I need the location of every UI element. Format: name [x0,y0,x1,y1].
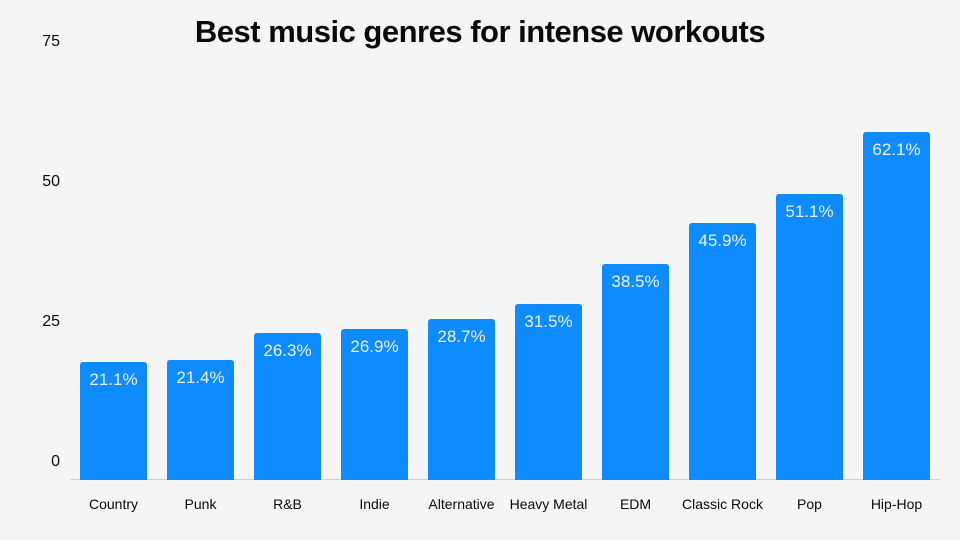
bar-value-label: 38.5% [611,272,659,292]
plot-area: 21.1% 21.4% 26.3% 26.9% 28.7% 31.5% 38.5% 45.9%… [70,60,940,480]
bar-value-label: 51.1% [785,202,833,222]
bar-slot: 31.5% [505,60,592,480]
x-axis-label: Classic Rock [679,496,766,512]
y-axis-tick: 0 [20,453,60,471]
bar-chart: Best music genres for intense workouts 2… [0,0,960,540]
bar-value-label: 26.9% [350,337,398,357]
y-axis-tick: 75 [20,33,60,51]
bar-slot: 21.1% [70,60,157,480]
bar-slot: 38.5% [592,60,679,480]
x-axis-label: Hip-Hop [853,496,940,512]
bar: 45.9% [689,223,757,480]
bar: 31.5% [515,304,583,480]
bar: 28.7% [428,319,496,480]
bar-slot: 26.3% [244,60,331,480]
x-axis-label: Alternative [418,496,505,512]
bar-value-label: 26.3% [263,341,311,361]
x-axis-label: Pop [766,496,853,512]
x-axis-labels: CountryPunkR&BIndieAlternativeHeavy Meta… [70,496,940,512]
x-axis-label: Indie [331,496,418,512]
y-axis-tick: 50 [20,173,60,191]
bar-value-label: 21.1% [89,370,137,390]
bar-value-label: 31.5% [524,312,572,332]
bar: 38.5% [602,264,670,480]
bar-slot: 28.7% [418,60,505,480]
bars-container: 21.1% 21.4% 26.3% 26.9% 28.7% 31.5% 38.5% 45.9%… [70,60,940,480]
bar-value-label: 21.4% [176,368,224,388]
bar-slot: 21.4% [157,60,244,480]
bar: 26.3% [254,333,322,480]
bar: 26.9% [341,329,409,480]
x-axis-label: EDM [592,496,679,512]
bar-slot: 51.1% [766,60,853,480]
x-axis-label: Heavy Metal [505,496,592,512]
x-axis-label: Punk [157,496,244,512]
y-axis-tick: 25 [20,313,60,331]
bar: 51.1% [776,194,844,480]
chart-title: Best music genres for intense workouts [0,14,960,50]
bar-value-label: 62.1% [872,140,920,160]
bar-slot: 62.1% [853,60,940,480]
bar: 21.1% [80,362,148,480]
bar-slot: 45.9% [679,60,766,480]
bar-value-label: 28.7% [437,327,485,347]
bar: 62.1% [863,132,931,480]
bar: 21.4% [167,360,235,480]
bar-value-label: 45.9% [698,231,746,251]
x-axis-label: R&B [244,496,331,512]
x-axis-label: Country [70,496,157,512]
bar-slot: 26.9% [331,60,418,480]
